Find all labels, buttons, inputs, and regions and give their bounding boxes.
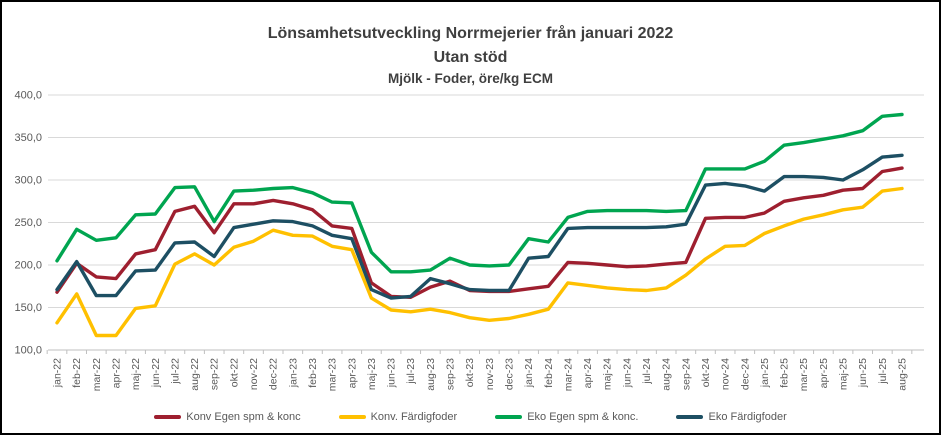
x-axis-tick-label: apr-24 — [582, 358, 594, 389]
x-axis-tick-label: sep-23 — [445, 358, 457, 390]
series-line-eko-f-rdigfoder — [55, 153, 904, 300]
legend-label: Eko Färdigfoder — [708, 411, 787, 423]
x-axis-tick-label: mar-25 — [798, 358, 810, 391]
chart-legend: Konv Egen spm & konc Konv. Färdigfoder Eko… — [2, 411, 939, 423]
series-line-konv-f-rdigfoder — [55, 186, 904, 338]
legend-swatch — [495, 415, 523, 419]
x-axis-tick-label: jan-23 — [287, 358, 299, 388]
legend-label: Eko Egen spm & konc. — [527, 411, 639, 423]
x-axis-tick-label: jan-25 — [759, 358, 771, 388]
series-line-eko-egen-spm-konc — [55, 112, 904, 274]
x-axis-tick-label: aug-22 — [189, 358, 201, 391]
x-axis-tick-label: maj-25 — [838, 358, 850, 390]
x-axis-tick-label: apr-22 — [110, 358, 122, 389]
legend-swatch — [676, 415, 704, 419]
x-axis-tick-label: feb-24 — [543, 358, 555, 388]
legend-item-konv-egen-spm-konc: Konv Egen spm & konc — [154, 411, 301, 423]
legend-item-eko-egen-spm-konc: Eko Egen spm & konc. — [495, 411, 638, 423]
legend-label: Konv Egen spm & konc — [186, 411, 301, 423]
x-axis-tick-label: jul-24 — [641, 358, 653, 385]
x-axis-tick-label: jun-25 — [857, 358, 869, 388]
legend-item-eko-f-rdigfoder: Eko Färdigfoder — [676, 411, 787, 423]
x-axis-tick-label: aug-25 — [897, 358, 909, 391]
x-axis-tick-label: dec-24 — [739, 358, 751, 390]
x-axis-tick-label: jul-23 — [405, 358, 417, 385]
x-axis-tick-label: jun-23 — [386, 358, 398, 388]
y-axis-tick-label: 300,0 — [14, 175, 42, 187]
x-axis-tick-label: feb-22 — [71, 358, 83, 388]
legend-swatch — [338, 415, 366, 419]
x-axis-tick-label: maj-23 — [366, 358, 378, 390]
x-axis-tick-label: apr-25 — [818, 358, 830, 389]
x-axis-tick-label: jun-22 — [150, 358, 162, 388]
x-axis-tick-label: maj-24 — [602, 358, 614, 390]
y-axis-tick-label: 350,0 — [14, 132, 42, 144]
x-axis-tick-label: sep-22 — [209, 358, 221, 390]
y-axis-tick-label: 200,0 — [14, 260, 42, 272]
x-axis-tick-label: jul-22 — [169, 358, 181, 385]
x-axis-tick-label: okt-24 — [700, 358, 712, 387]
legend-label: Konv. Färdigfoder — [370, 411, 458, 423]
y-axis-tick-label: 250,0 — [14, 217, 42, 229]
x-axis-tick-label: aug-23 — [425, 358, 437, 391]
x-axis-tick-label: nov-23 — [484, 358, 496, 390]
x-axis-tick-label: feb-23 — [307, 358, 319, 388]
x-axis-tick-label: jul-25 — [877, 358, 889, 385]
x-axis-tick-label: nov-22 — [248, 358, 260, 390]
x-axis-tick-label: mar-22 — [91, 358, 103, 391]
x-axis-tick-label: dec-23 — [503, 358, 515, 390]
x-axis-tick-label: okt-22 — [228, 358, 240, 387]
x-axis-tick-label: dec-22 — [268, 358, 280, 390]
x-axis-tick-label: jan-24 — [523, 358, 535, 388]
y-axis-tick-label: 150,0 — [14, 302, 42, 314]
x-axis-tick-label: apr-23 — [346, 358, 358, 389]
x-axis-tick-label: feb-25 — [779, 358, 791, 388]
x-axis-tick-label: aug-24 — [661, 358, 673, 391]
x-axis-tick-label: nov-24 — [720, 358, 732, 390]
y-axis-tick-label: 100,0 — [14, 345, 42, 357]
x-axis-tick-label: sep-24 — [680, 358, 692, 390]
x-axis-tick-label: okt-23 — [464, 358, 476, 387]
y-axis-tick-label: 400,0 — [14, 90, 42, 102]
legend-swatch — [154, 415, 182, 419]
x-axis-tick-label: jan-22 — [52, 358, 64, 388]
x-axis-tick-label: maj-22 — [130, 358, 142, 390]
legend-item-konv-f-rdigfoder: Konv. Färdigfoder — [338, 411, 458, 423]
x-axis-tick-label: mar-23 — [327, 358, 339, 391]
x-axis-tick-label: mar-24 — [562, 358, 574, 391]
x-axis-tick-label: jun-24 — [621, 358, 633, 388]
